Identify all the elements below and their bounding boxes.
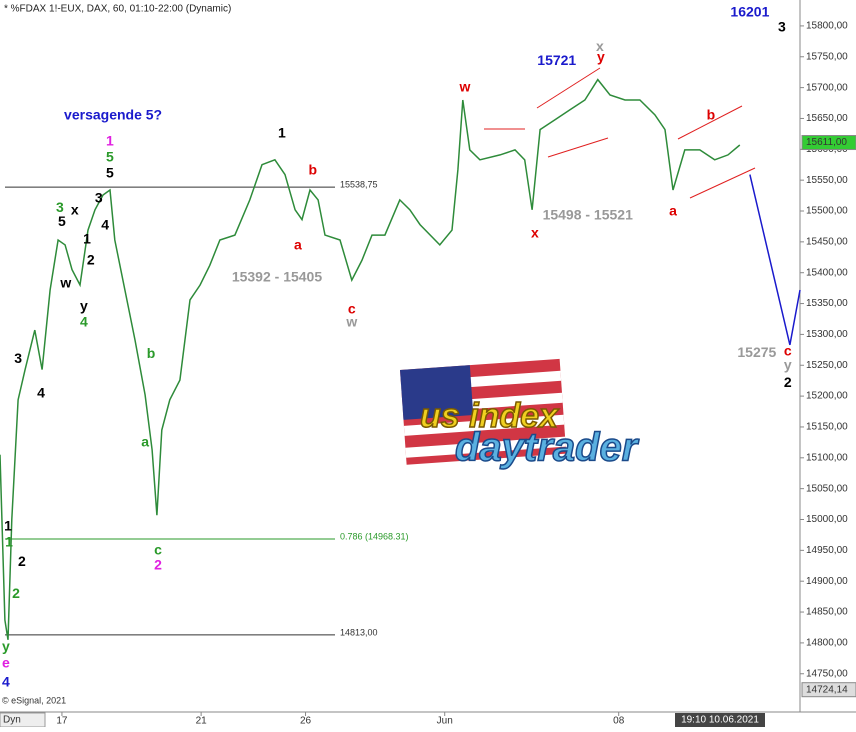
annotation: w [59,275,71,291]
annotation: c [784,342,792,358]
y-tick-label: 15500,00 [806,206,848,217]
level-label: 15538,75 [340,179,378,189]
annotation: 3 [14,350,22,366]
cursor-box [675,713,765,727]
y-tick-label: 15450,00 [806,236,848,247]
annotation: 2 [154,556,162,572]
x-tick-label: 17 [56,716,68,727]
annotation: 2 [784,374,792,390]
price-label: 15611,00 [806,137,847,148]
annotation: 1 [278,125,286,141]
annotation: 2 [87,252,95,268]
x-tick-label: 26 [300,716,312,727]
annotation: y [784,357,792,373]
annotation: 1 [5,534,13,550]
annotation: 16201 [730,4,769,20]
annotation: 15275 [737,344,776,360]
annotation: e [2,655,10,671]
y-tick-label: 15050,00 [806,483,848,494]
y-tick-label: 15100,00 [806,452,848,463]
annotation: versagende 5? [64,107,162,123]
x-tick-label: 08 [613,716,625,727]
y-tick-label: 14950,00 [806,545,848,556]
price-label: 14724,14 [806,684,848,695]
annotation: 3 [56,199,64,215]
annotation: 15498 - 15521 [543,207,634,223]
annotation: a [669,202,677,218]
level-label: 14813,00 [340,627,378,637]
x-tick-label: 21 [196,716,208,727]
annotation: x [596,38,604,54]
y-tick-label: 15800,00 [806,21,848,32]
price-line [0,78,741,640]
y-tick-label: 15000,00 [806,514,848,525]
y-tick-label: 14900,00 [806,576,848,587]
y-tick-label: 15750,00 [806,51,848,62]
logo [400,358,567,465]
logo-text: daytrader [455,426,640,470]
annotation: a [294,236,302,252]
annotation: 4 [101,217,109,233]
y-tick-label: 15400,00 [806,267,848,278]
annotation: w [458,78,470,94]
annotation: 15392 - 15405 [232,268,323,284]
y-tick-label: 14800,00 [806,638,848,649]
annotation: 2 [18,553,26,569]
price-box [801,682,856,698]
annotation: c [154,542,162,558]
y-tick-label: 15700,00 [806,82,848,93]
annotation: 5 [58,213,66,229]
level-label: 0.786 (14968.31) [340,531,409,541]
annotation: 15721 [537,52,576,68]
annotation: 3 [95,189,103,205]
annotation: 1 [4,518,12,534]
y-tick-label: 14850,00 [806,607,848,618]
annotation: a [141,434,149,450]
annotation: b [707,107,716,123]
annotation: b [309,162,318,178]
annotation: w [345,313,357,329]
annotation: x [531,225,539,241]
logo-text: us index [420,397,560,435]
annotation: y [2,638,10,654]
annotation: 1 [106,133,114,149]
annotation: c [348,300,356,316]
annotation: 4 [37,384,45,400]
annotation: 5 [106,165,114,181]
annotation: 5 [106,149,114,165]
annotation: 4 [2,674,10,690]
footer: © eSignal, 2021 [2,695,66,705]
y-tick-label: 15250,00 [806,360,848,371]
y-tick-label: 15550,00 [806,175,848,186]
y-tick-label: 14750,00 [806,668,848,679]
cursor-label: 19:10 10.06.2021 [681,715,759,726]
y-tick-label: 15650,00 [806,113,848,124]
y-tick-label: 15300,00 [806,329,848,340]
chart-title: * %FDAX 1!-EUX, DAX, 60, 01:10-22:00 (Dy… [4,4,231,15]
price-line [749,174,801,346]
annotation: 2 [12,585,20,601]
annotation: b [147,345,156,361]
annotation: 3 [778,18,786,34]
y-tick-label: 15200,00 [806,391,848,402]
annotation: y [80,297,88,313]
annotation: 4 [80,313,88,329]
mode-label[interactable]: Dyn [3,715,21,726]
annotation: y [597,49,605,65]
x-tick-label: Jun [437,716,453,727]
channel-lines [484,67,756,199]
price-box [801,135,856,151]
y-tick-label: 15150,00 [806,422,848,433]
annotation: 1 [83,231,91,247]
annotation: x [71,202,79,218]
y-tick-label: 15350,00 [806,298,848,309]
